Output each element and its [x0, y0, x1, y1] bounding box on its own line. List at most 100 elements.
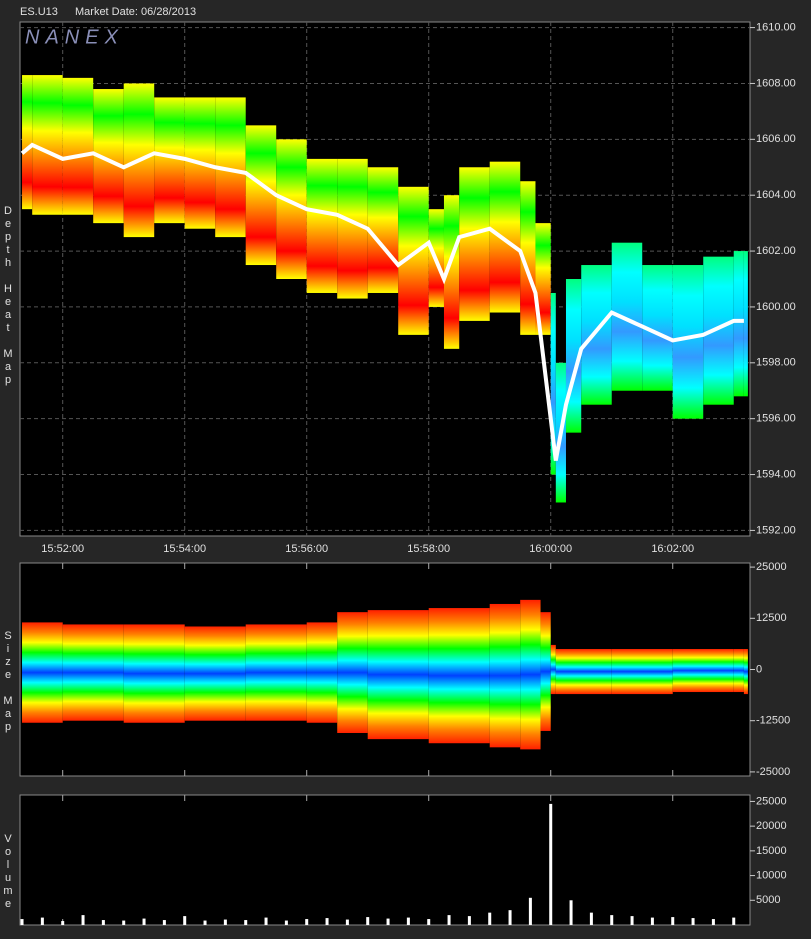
- depth-cell: [32, 75, 63, 215]
- y-tick-label: 0: [756, 663, 762, 675]
- depth-cell: [337, 158, 368, 299]
- volume-bar: [264, 917, 268, 925]
- volume-bar: [467, 916, 471, 925]
- depth-cell: [672, 265, 704, 419]
- volume-bar: [732, 917, 736, 925]
- depth-cell: [245, 125, 277, 266]
- y-axis-label: Volume: [2, 833, 14, 911]
- y-tick-label: 1606.00: [756, 133, 796, 145]
- y-tick-label: 1604.00: [756, 189, 796, 201]
- volume-bar: [569, 900, 573, 925]
- size-cell: [550, 644, 556, 695]
- y-tick-label: 25000: [756, 561, 787, 573]
- y-tick-label: 1602.00: [756, 245, 796, 257]
- market-date: Market Date: 06/28/2013: [75, 6, 196, 18]
- symbol: ES.U13: [20, 6, 58, 18]
- depth-cell: [443, 195, 460, 349]
- volume-bar: [183, 916, 187, 925]
- volume-bar: [650, 917, 654, 925]
- volume-bar: [427, 919, 431, 925]
- volume-bar: [549, 803, 553, 925]
- volume-bar: [630, 916, 634, 925]
- volume-bar: [671, 917, 675, 925]
- volume-bar: [691, 918, 695, 925]
- volume-bar: [101, 920, 105, 925]
- volume-bar: [81, 915, 85, 925]
- volume-bar: [406, 917, 410, 925]
- y-axis-label: Depth Heat Map: [2, 205, 14, 387]
- size-cell: [555, 649, 612, 695]
- y-tick-label: -12500: [756, 715, 790, 727]
- size-cell: [123, 624, 185, 723]
- size-cell: [540, 612, 551, 731]
- y-tick-label: 10000: [756, 869, 787, 881]
- depth-cell: [62, 77, 94, 215]
- volume-bar: [528, 897, 532, 925]
- size-cell: [306, 622, 338, 723]
- volume-bar: [61, 921, 65, 925]
- volume-bar: [122, 920, 126, 925]
- y-tick-label: 1592.00: [756, 524, 796, 536]
- y-tick-label: 1608.00: [756, 77, 796, 89]
- size-cell: [22, 622, 63, 723]
- size-cell: [337, 612, 368, 733]
- price-line: [20, 142, 744, 461]
- volume-bar: [366, 917, 370, 925]
- x-tick-label: 15:54:00: [163, 543, 206, 555]
- volume-bar: [162, 920, 166, 925]
- volume-bar: [223, 919, 227, 925]
- depth-cell: [581, 265, 612, 405]
- size-cell: [489, 603, 521, 748]
- size-cell: [611, 649, 673, 695]
- size-cell: [245, 624, 307, 721]
- y-tick-label: 1594.00: [756, 468, 796, 480]
- size-cell: [367, 610, 429, 740]
- volume-bar: [711, 919, 715, 925]
- y-tick-label: 15000: [756, 845, 787, 857]
- depth-cell: [535, 223, 551, 335]
- depth-cell: [550, 292, 556, 475]
- depth-cell: [733, 251, 744, 397]
- volume-bar: [345, 919, 349, 925]
- depth-cell: [154, 97, 185, 224]
- x-tick-label: 15:56:00: [285, 543, 328, 555]
- depth-cell: [743, 251, 748, 397]
- size-cell: [743, 649, 748, 695]
- depth-cell: [306, 158, 338, 293]
- x-tick-label: 15:52:00: [41, 543, 84, 555]
- x-tick-label: 16:02:00: [651, 543, 694, 555]
- y-tick-label: 5000: [756, 894, 780, 906]
- x-tick-label: 16:00:00: [529, 543, 572, 555]
- volume-bar: [40, 917, 44, 925]
- y-tick-label: 1600.00: [756, 301, 796, 313]
- volume-bar: [488, 912, 492, 925]
- y-tick-label: -25000: [756, 766, 790, 778]
- depth-cell: [367, 167, 399, 293]
- y-tick-label: 20000: [756, 820, 787, 832]
- volume-bar: [610, 915, 614, 925]
- volume-bar: [20, 919, 24, 925]
- volume-bar: [589, 912, 593, 925]
- size-cell: [672, 649, 734, 693]
- volume-bar: [386, 918, 390, 925]
- depth-cell: [22, 75, 33, 210]
- size-cell: [733, 649, 744, 693]
- size-cell: [428, 608, 490, 744]
- volume-bar: [508, 910, 512, 925]
- volume-bar: [142, 918, 146, 925]
- size-cell: [184, 626, 246, 721]
- volume-bar: [447, 915, 451, 925]
- volume-bar: [305, 919, 309, 925]
- size-cell: [520, 599, 541, 750]
- depth-cell: [459, 167, 490, 321]
- depth-cell: [520, 181, 536, 335]
- plot-area: [19, 794, 751, 926]
- y-tick-label: 1596.00: [756, 413, 796, 425]
- y-tick-label: 1598.00: [756, 357, 796, 369]
- volume-bar: [325, 918, 329, 925]
- y-tick-label: 25000: [756, 795, 787, 807]
- y-tick-label: 1610.00: [756, 21, 796, 33]
- y-axis-label: Size Map: [2, 630, 14, 734]
